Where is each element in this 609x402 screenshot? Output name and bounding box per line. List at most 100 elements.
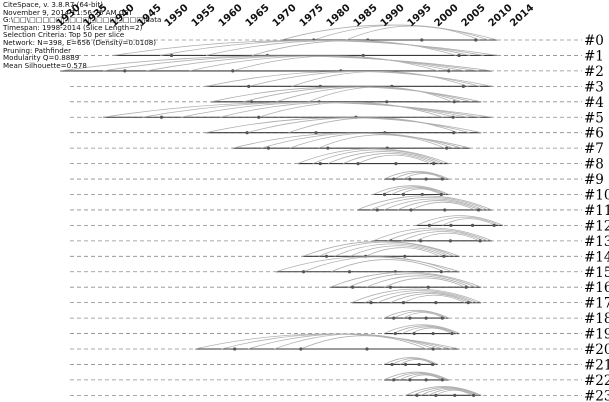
cluster-node[interactable] [375, 208, 379, 212]
cluster-node[interactable] [401, 301, 406, 305]
cluster-row-1[interactable]: #1 [70, 40, 604, 64]
cluster-node[interactable] [457, 53, 461, 58]
cluster-node[interactable] [432, 162, 436, 166]
cluster-row-18[interactable]: #18 [70, 309, 609, 327]
cluster-node[interactable] [439, 270, 443, 274]
cluster-node[interactable] [385, 100, 389, 104]
cluster-node[interactable] [394, 162, 398, 166]
cluster-node[interactable] [426, 285, 430, 289]
cluster-node[interactable] [440, 378, 444, 382]
cluster-node[interactable] [449, 223, 453, 227]
cluster-node[interactable] [388, 285, 393, 289]
cluster-node[interactable] [369, 301, 373, 305]
cluster-node[interactable] [472, 393, 476, 397]
cluster-node[interactable] [470, 223, 475, 227]
cluster-node[interactable] [427, 223, 431, 227]
cluster-node[interactable] [440, 316, 444, 320]
cluster-label[interactable]: #12 [584, 218, 609, 234]
cluster-node[interactable] [409, 208, 413, 212]
cluster-label[interactable]: #20 [584, 342, 609, 358]
cluster-label[interactable]: #2 [584, 64, 604, 80]
cluster-label[interactable]: #7 [584, 141, 604, 157]
cluster-row-3[interactable]: #3 [70, 70, 604, 95]
cluster-label[interactable]: #4 [584, 95, 604, 111]
cluster-node[interactable] [478, 239, 482, 243]
cluster-node[interactable] [231, 69, 235, 73]
cluster-label[interactable]: #19 [584, 327, 609, 343]
cluster-node[interactable] [420, 192, 424, 197]
cluster-node[interactable] [452, 131, 456, 135]
cluster-node[interactable] [464, 285, 468, 289]
cluster-node[interactable] [245, 131, 249, 135]
cluster-row-13[interactable]: #13 [70, 227, 609, 250]
cluster-node[interactable] [431, 362, 435, 367]
cluster-node[interactable] [466, 301, 470, 305]
cluster-node[interactable] [420, 38, 424, 42]
cluster-node[interactable] [442, 254, 446, 258]
cluster-row-20[interactable]: #20 [70, 333, 609, 358]
cluster-label[interactable]: #18 [584, 311, 609, 327]
cluster-node[interactable] [390, 362, 394, 367]
cluster-node[interactable] [431, 331, 435, 336]
cluster-row-15[interactable]: #15 [70, 256, 609, 281]
cluster-label[interactable]: #8 [584, 157, 604, 173]
cluster-node[interactable] [257, 115, 261, 119]
cluster-node[interactable] [419, 239, 423, 243]
cluster-node[interactable] [392, 316, 396, 320]
cluster-row-0[interactable]: #0 [70, 24, 604, 49]
cluster-label[interactable]: #11 [584, 203, 609, 219]
cluster-node[interactable] [392, 378, 396, 382]
cluster-node[interactable] [159, 115, 164, 119]
cluster-node[interactable] [424, 177, 428, 181]
cluster-label[interactable]: #1 [584, 48, 604, 64]
cluster-label[interactable]: #15 [584, 265, 609, 281]
cluster-node[interactable] [451, 115, 455, 119]
cluster-row-8[interactable]: #8 [70, 148, 604, 173]
cluster-node[interactable] [169, 53, 174, 58]
cluster-label[interactable]: #3 [584, 79, 604, 95]
cluster-node[interactable] [403, 254, 407, 258]
cluster-row-23[interactable]: #23 [70, 386, 609, 402]
cluster-label[interactable]: #0 [584, 33, 604, 49]
cluster-node[interactable] [347, 270, 352, 274]
cluster-node[interactable] [392, 177, 396, 181]
cluster-row-4[interactable]: #4 [70, 86, 604, 111]
cluster-node[interactable] [314, 131, 318, 135]
cluster-label[interactable]: #16 [584, 280, 609, 296]
cluster-node[interactable] [461, 84, 465, 88]
cluster-label[interactable]: #22 [584, 373, 609, 389]
cluster-label[interactable]: #9 [584, 172, 604, 188]
cluster-row-22[interactable]: #22 [70, 371, 609, 389]
cluster-row-12[interactable]: #12 [70, 215, 609, 235]
cluster-node[interactable] [318, 162, 322, 166]
cluster-node[interactable] [434, 393, 438, 397]
cluster-row-7[interactable]: #7 [70, 132, 604, 157]
cluster-node[interactable] [448, 239, 453, 243]
cluster-node[interactable] [439, 192, 443, 197]
cluster-node[interactable] [440, 177, 444, 181]
cluster-node[interactable] [434, 301, 438, 305]
cluster-row-11[interactable]: #11 [70, 195, 609, 219]
cluster-node[interactable] [412, 331, 416, 336]
cluster-node[interactable] [424, 378, 428, 382]
cluster-row-10[interactable]: #10 [70, 185, 609, 204]
cluster-node[interactable] [445, 146, 449, 150]
cluster-node[interactable] [382, 192, 387, 197]
cluster-node[interactable] [450, 331, 454, 336]
cluster-row-9[interactable]: #9 [70, 170, 604, 188]
cluster-node[interactable] [326, 146, 330, 150]
cluster-node[interactable] [301, 270, 306, 274]
cluster-node[interactable] [356, 162, 360, 166]
cluster-node[interactable] [123, 69, 127, 73]
cluster-label[interactable]: #17 [584, 296, 609, 312]
cluster-node[interactable] [351, 285, 355, 289]
cluster-row-14[interactable]: #14 [70, 240, 609, 265]
cluster-node[interactable] [401, 192, 406, 197]
cluster-node[interactable] [247, 84, 251, 88]
cluster-row-5[interactable]: #5 [70, 101, 604, 126]
cluster-node[interactable] [266, 146, 271, 150]
cluster-label[interactable]: #23 [584, 388, 609, 402]
cluster-node[interactable] [365, 347, 369, 351]
cluster-label[interactable]: #10 [584, 188, 609, 204]
